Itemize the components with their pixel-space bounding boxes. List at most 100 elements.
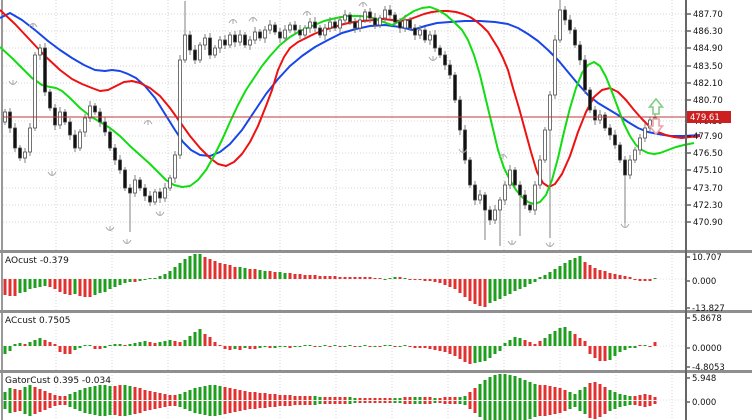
gator-bar-bottom [493, 401, 497, 420]
oscillator-bar [638, 345, 642, 346]
candle-body [328, 21, 332, 29]
gator-bar-bottom [423, 401, 427, 404]
gator-bar-top [133, 387, 137, 400]
price-axis-label: 482.10 [693, 79, 723, 89]
candle-body [468, 159, 472, 186]
gator-bar-bottom [73, 401, 77, 409]
gator-bar-bottom [123, 401, 127, 416]
gator-bar-bottom [258, 401, 262, 408]
oscillator-bar [558, 266, 562, 279]
oscillator-bar [178, 263, 182, 279]
gator-bar-top [153, 392, 157, 400]
gator-bar-bottom [378, 401, 382, 403]
current-price-badge [687, 111, 731, 123]
candle-body [513, 169, 517, 186]
oscillator-bar [18, 343, 22, 346]
oscillator-bar [408, 346, 412, 347]
gator-bar-bottom [118, 401, 122, 416]
oscillator-bar [438, 346, 442, 351]
gator-bar-bottom [458, 401, 462, 404]
oscillator-bar [83, 279, 87, 297]
gator-bar-top [8, 388, 12, 400]
gator-bar-top [343, 397, 347, 400]
candle-body [378, 17, 382, 26]
candle-body [423, 29, 427, 41]
gator-bar-bottom [648, 401, 652, 406]
candle-body [413, 27, 417, 36]
oscillator-bar [368, 277, 372, 279]
panel-divider [0, 310, 752, 313]
oscillator-bar [653, 342, 657, 346]
fractal-down-icon [620, 223, 630, 228]
candle-body [508, 169, 512, 186]
oscillator-bar [83, 345, 87, 346]
gator-bar-bottom [463, 401, 467, 405]
oscillator-bar [543, 275, 547, 279]
oscillator-bar [138, 342, 142, 346]
gator-bar-top [568, 392, 572, 400]
oscillator-bar [463, 279, 467, 297]
oscillator-bar [103, 346, 107, 348]
gator-bar-bottom [168, 401, 172, 406]
gator-bar-top [323, 397, 327, 400]
gator-bar-bottom [623, 401, 627, 406]
oscillator-bar [258, 346, 262, 348]
candle-body [48, 91, 52, 109]
gator-bar-top [623, 395, 627, 400]
oscillator-bar [513, 337, 517, 346]
candle-body [543, 129, 547, 161]
gator-bar-top [288, 395, 292, 400]
oscillator-bar [368, 346, 372, 347]
panel-divider [0, 370, 752, 373]
gator-bar-bottom [358, 401, 362, 403]
sell-signal-arrow-icon[interactable] [647, 118, 665, 136]
oscillator-bar [413, 279, 417, 280]
oscillator-bar [353, 277, 357, 279]
candle-body [83, 117, 87, 133]
price-axis[interactable]: 487.70 486.30 484.90 483.50 482.10 480.70 479.… [685, 0, 731, 420]
oscillator-bar [8, 346, 12, 351]
oscillator-bar [458, 346, 462, 359]
panel-labels: AOcust -0.379 ACcust 0.7505 GatorCust 0.… [5, 256, 111, 386]
gator-bar-top [278, 395, 282, 400]
candle-body [248, 39, 252, 46]
gator-bar-bottom [108, 401, 112, 415]
oscillator-bar [608, 346, 612, 360]
oscillator-bar [113, 279, 117, 287]
candle-body [163, 187, 167, 199]
buy-signal-arrow-icon[interactable] [647, 97, 665, 115]
gator-bar-bottom [278, 401, 282, 406]
candle-body [608, 127, 612, 136]
gator-bar-top [23, 387, 27, 400]
candle-body [603, 114, 607, 129]
oscillator-bar [278, 346, 282, 347]
oscillator-bar [183, 340, 187, 346]
oscillator-bar [393, 277, 397, 279]
gator-bar-top [333, 397, 337, 400]
oscillator-bar [353, 346, 357, 347]
oscillator-bar [348, 277, 352, 279]
gator-bar-top [113, 386, 117, 400]
main-chart-surface[interactable] [0, 0, 701, 247]
gator-bar-bottom [13, 401, 17, 412]
gator-bar-bottom [53, 401, 57, 406]
candle-body [38, 47, 42, 56]
gator-bar-bottom [513, 401, 517, 420]
oscillator-bar [478, 279, 482, 306]
gator-bar-top [418, 397, 422, 400]
gator-bar-bottom [373, 401, 377, 403]
price-axis-label: 476.50 [693, 149, 723, 159]
oscillator-bar [458, 279, 462, 293]
gator-bar-top [263, 393, 267, 400]
gator-bar-bottom [558, 401, 562, 413]
oscillator-bar [23, 344, 27, 346]
gator-bar-top [73, 392, 77, 400]
gator-bar-bottom [238, 401, 242, 411]
indicator-panels[interactable] [0, 250, 752, 420]
gator-bar-bottom [363, 401, 367, 403]
gator-bar-top [188, 390, 192, 400]
oscillator-bar [398, 277, 402, 279]
candle-body [483, 194, 487, 211]
gator-bar-top [613, 392, 617, 400]
